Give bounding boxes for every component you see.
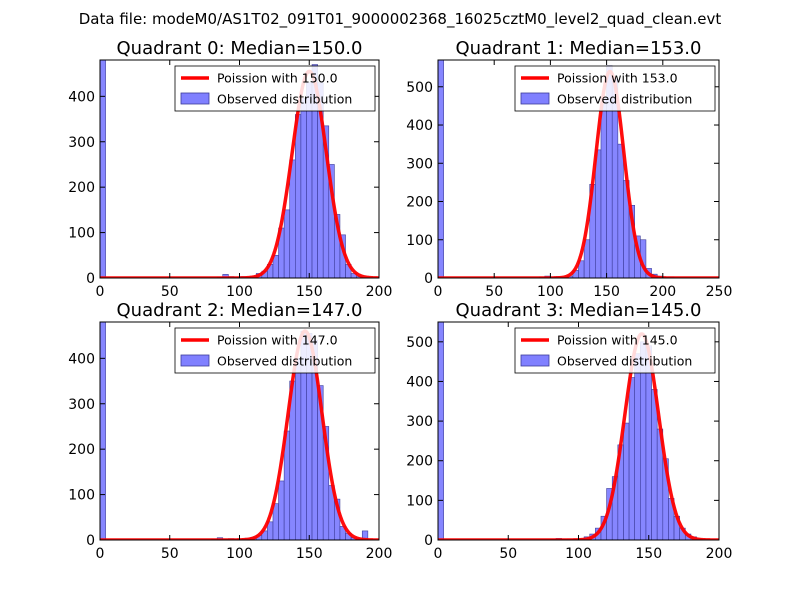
- histogram-bar: [634, 353, 641, 540]
- quadrant-0-panel: 0 50 100 150 200 0 100 200 300 400 Quadrant 0: Med…: [68, 38, 392, 300]
- x-tick-label: 100: [537, 284, 564, 300]
- y-tick-label: 100: [406, 233, 433, 249]
- x-tick-label: 250: [706, 284, 733, 300]
- y-tick-label: 300: [68, 135, 95, 151]
- x-tick-label: 50: [161, 284, 179, 300]
- y-tick-label: 0: [424, 271, 433, 287]
- x-tick-label: 100: [226, 284, 253, 300]
- histogram-bar: [595, 149, 602, 278]
- y-tick-label: 0: [86, 271, 95, 287]
- y-tick-label: 200: [406, 454, 433, 470]
- histogram-bar: [306, 82, 313, 278]
- quadrant-3-legend: Poission with 145.0 Observed distribution: [514, 327, 716, 374]
- histogram-bar: [278, 480, 285, 540]
- x-tick-label: 50: [485, 284, 503, 300]
- legend-histogram-swatch: [180, 354, 210, 367]
- histogram-bar: [283, 209, 291, 278]
- histogram-bar: [322, 426, 330, 540]
- quadrant-2-legend: Poission with 147.0 Observed distribution: [174, 327, 376, 374]
- histogram-bar: [361, 530, 369, 540]
- x-tick-label: 150: [296, 284, 323, 300]
- y-tick-label: 400: [406, 118, 433, 134]
- quadrant-1-legend: Poission with 153.0 Observed distribution: [514, 65, 716, 112]
- histogram-bar: [100, 322, 106, 540]
- legend-poisson-label: Poission with 147.0: [217, 333, 338, 348]
- histogram-bar: [222, 274, 229, 278]
- x-tick-label: 200: [366, 284, 393, 300]
- y-tick-label: 0: [86, 533, 95, 549]
- x-tick-label: 200: [706, 546, 733, 562]
- histogram-bar: [628, 377, 636, 540]
- legend-histogram-swatch: [520, 354, 550, 367]
- y-tick-label: 500: [406, 80, 433, 96]
- histogram-bar: [272, 503, 279, 540]
- quadrant-2-plot-area: [100, 322, 379, 540]
- x-tick-label: 0: [434, 546, 443, 562]
- legend-histogram-label: Observed distribution: [557, 92, 692, 107]
- y-tick-label: 200: [406, 195, 433, 211]
- histogram-bar: [294, 114, 302, 278]
- x-tick-label: 150: [593, 284, 620, 300]
- legend-histogram-label: Observed distribution: [217, 354, 352, 369]
- legend-poisson-label: Poission with 145.0: [557, 333, 678, 348]
- legend-poisson-label: Poission with 150.0: [217, 71, 338, 86]
- histogram-bar: [438, 322, 444, 540]
- quadrant-1-title: Quadrant 1: Median=153.0: [456, 38, 702, 59]
- y-tick-label: 400: [406, 374, 433, 390]
- legend-histogram-swatch: [180, 92, 210, 105]
- y-tick-label: 300: [68, 397, 95, 413]
- legend-poisson-label: Poission with 153.0: [557, 71, 678, 86]
- histogram-bar: [294, 358, 302, 540]
- legend-histogram-label: Observed distribution: [557, 354, 692, 369]
- quadrant-2-title: Quadrant 2: Median=147.0: [117, 300, 363, 321]
- x-tick-label: 200: [366, 546, 393, 562]
- y-tick-label: 400: [68, 89, 95, 105]
- x-tick-label: 0: [434, 284, 443, 300]
- quadrant-1-panel: 0 50 100 150 200 250 0 100 200 300 400 500 Quadrant …: [406, 38, 732, 300]
- x-tick-label: 150: [296, 546, 323, 562]
- x-tick-label: 100: [226, 546, 253, 562]
- x-tick-label: 50: [499, 546, 517, 562]
- histogram-bar: [623, 422, 630, 540]
- histogram-bar: [300, 98, 307, 278]
- x-tick-label: 0: [96, 546, 105, 562]
- y-tick-label: 100: [68, 488, 95, 504]
- quadrant-0-title: Quadrant 0: Median=150.0: [117, 38, 363, 59]
- histogram-bar: [289, 159, 296, 278]
- y-tick-label: 200: [68, 180, 95, 196]
- histogram-bar: [100, 60, 106, 278]
- histogram-bar: [645, 345, 652, 540]
- x-tick-label: 150: [635, 546, 662, 562]
- histogram-bar: [651, 389, 658, 540]
- quadrant-3-title: Quadrant 3: Median=145.0: [456, 300, 702, 321]
- legend-histogram-swatch: [520, 92, 550, 105]
- y-tick-label: 0: [424, 533, 433, 549]
- x-tick-label: 0: [96, 284, 105, 300]
- y-tick-label: 400: [68, 351, 95, 367]
- y-tick-label: 500: [406, 335, 433, 351]
- quadrant-1-axes-frame: [437, 59, 720, 279]
- y-tick-label: 300: [406, 156, 433, 172]
- quadrant-2-panel: 0 50 100 150 200 0 100 200 300 400 Quadrant 2: Med…: [68, 300, 392, 562]
- y-tick-label: 300: [406, 414, 433, 430]
- x-tick-label: 50: [161, 546, 179, 562]
- quadrant-3-panel: 0 50 100 150 200 0 100 200 300 400 500 Quadrant 3: …: [406, 300, 732, 562]
- y-tick-label: 100: [406, 493, 433, 509]
- legend-box: [514, 65, 716, 112]
- figure-suptitle: Data file: modeM0/AS1T02_091T01_90000023…: [79, 10, 722, 29]
- x-tick-label: 200: [649, 284, 676, 300]
- histogram-bar: [600, 97, 607, 278]
- histogram-bar: [617, 143, 624, 278]
- legend-histogram-label: Observed distribution: [217, 92, 352, 107]
- x-tick-label: 100: [565, 546, 592, 562]
- quadrant-0-legend: Poission with 150.0 Observed distribution: [174, 65, 376, 112]
- y-tick-label: 100: [68, 226, 95, 242]
- y-tick-label: 200: [68, 442, 95, 458]
- histogram-bar: [438, 60, 444, 278]
